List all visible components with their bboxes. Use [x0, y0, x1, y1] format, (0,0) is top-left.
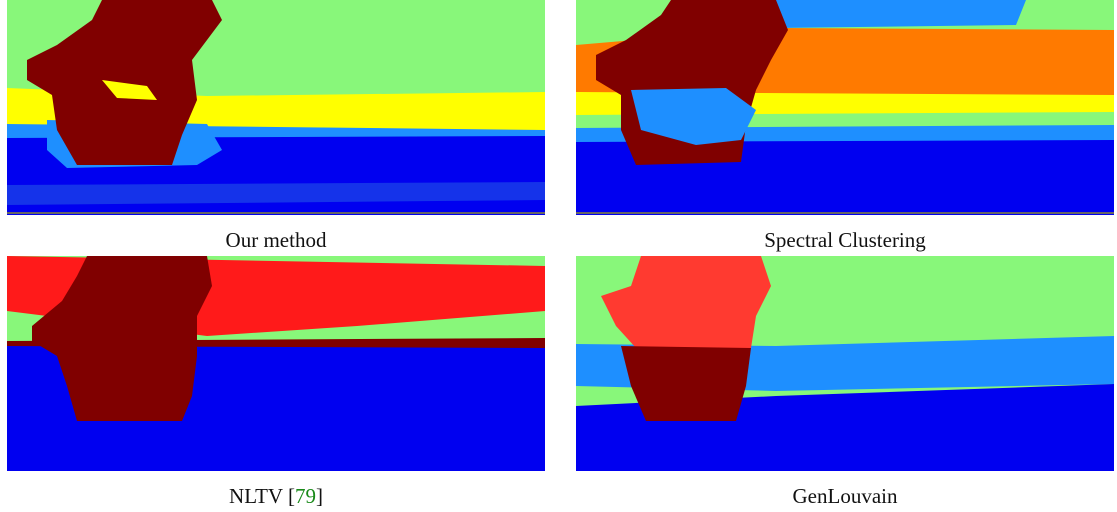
caption: Spectral Clustering — [576, 228, 1114, 253]
segmentation-image — [576, 0, 1114, 215]
segmentation-image — [7, 0, 545, 215]
citation-link[interactable]: 79 — [294, 484, 316, 508]
caption: NLTV [79] — [7, 484, 545, 509]
segmentation-image — [7, 256, 545, 471]
caption-text: GenLouvain — [792, 484, 898, 508]
caption-text: Our method — [225, 228, 327, 252]
segmentation-image — [576, 256, 1114, 471]
caption-text: Spectral Clustering — [764, 228, 926, 252]
caption: GenLouvain — [576, 484, 1114, 509]
caption: Our method — [7, 228, 545, 253]
caption-text: ] — [315, 484, 323, 508]
caption-text: NLTV [ — [229, 484, 295, 508]
